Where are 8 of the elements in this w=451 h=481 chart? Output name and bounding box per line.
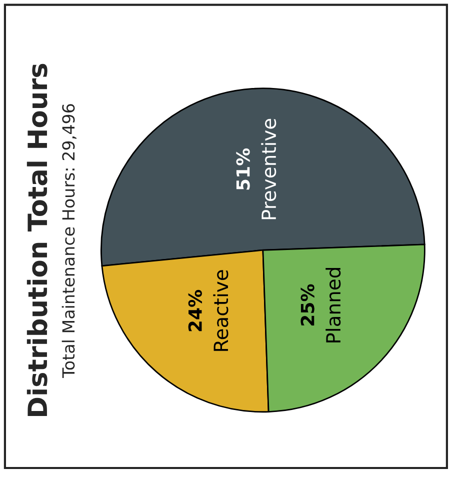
data-label: 51% <box>236 148 250 190</box>
data-label: 24% <box>188 290 202 332</box>
slice-label: Reactive <box>213 270 228 351</box>
data-label: 25% <box>300 284 314 326</box>
text: Total Maintenance Hours: 29,496 <box>62 104 76 378</box>
text: Distribution Total Hours <box>26 64 48 416</box>
slice-label: Planned <box>326 268 341 342</box>
slice-label: Preventive <box>261 118 276 220</box>
